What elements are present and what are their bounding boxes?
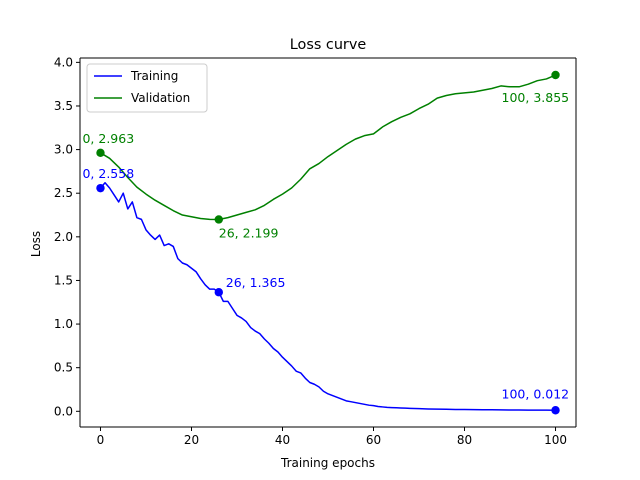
- x-tick-label-100: 100: [544, 433, 567, 447]
- y-tick-label-3.5: 3.5: [54, 99, 73, 113]
- x-tick-label-40: 40: [275, 433, 290, 447]
- marker-training-26: [214, 288, 223, 297]
- x-tick-label-20: 20: [184, 433, 199, 447]
- legend: Training Validation: [86, 63, 208, 113]
- axes-layer: 0 20 40 60 80 100 0.0 0.5 1.0 1.5 2.0 2.5 3.0 3.5 4.0: [54, 55, 577, 447]
- annotation-validation-0: 0, 2.963: [82, 131, 134, 146]
- chart-title: Loss curve: [290, 37, 367, 53]
- y-tick-label-0: 0.0: [54, 404, 73, 418]
- marker-validation-26: [214, 215, 223, 224]
- marker-training-100: [551, 406, 560, 415]
- legend-label-validation: Validation: [131, 91, 190, 105]
- annotation-training-26: 26, 1.365: [226, 275, 286, 290]
- annotation-training-0: 0, 2.558: [82, 166, 134, 181]
- series-line-training: [99, 181, 556, 411]
- marker-validation-0: [96, 148, 105, 158]
- legend-label-training: Training: [130, 69, 178, 83]
- x-tick-label-0: 0: [97, 433, 105, 447]
- y-tick-label-1: 1.0: [54, 317, 73, 331]
- series-layer: [99, 74, 556, 411]
- marker-training-0: [96, 183, 105, 193]
- x-axis-label: Training epochs: [280, 456, 375, 470]
- y-tick-label-1.5: 1.5: [54, 273, 73, 287]
- x-tick-label-80: 80: [457, 433, 472, 447]
- marker-validation-100: [551, 70, 560, 80]
- series-line-validation: [100, 74, 556, 221]
- plot-area: [80, 58, 576, 427]
- marker-layer: 0, 2.558 26, 1.365 100, 0.012 0, 2.963 26, 2…: [82, 70, 570, 415]
- y-tick-label-4: 4.0: [54, 55, 73, 69]
- annotation-validation-26: 26, 2.199: [219, 225, 279, 240]
- y-tick-label-2.5: 2.5: [54, 186, 73, 200]
- y-tick-label-0.5: 0.5: [54, 361, 73, 375]
- plot-background: [80, 58, 576, 427]
- y-axis-label: Loss: [29, 231, 43, 257]
- y-tick-label-2: 2.0: [54, 230, 73, 244]
- annotation-training-100: 100, 0.012: [502, 386, 570, 401]
- annotation-validation-100: 100, 3.855: [502, 90, 570, 105]
- x-tick-label-60: 60: [366, 433, 381, 447]
- y-tick-label-3: 3.0: [54, 143, 73, 157]
